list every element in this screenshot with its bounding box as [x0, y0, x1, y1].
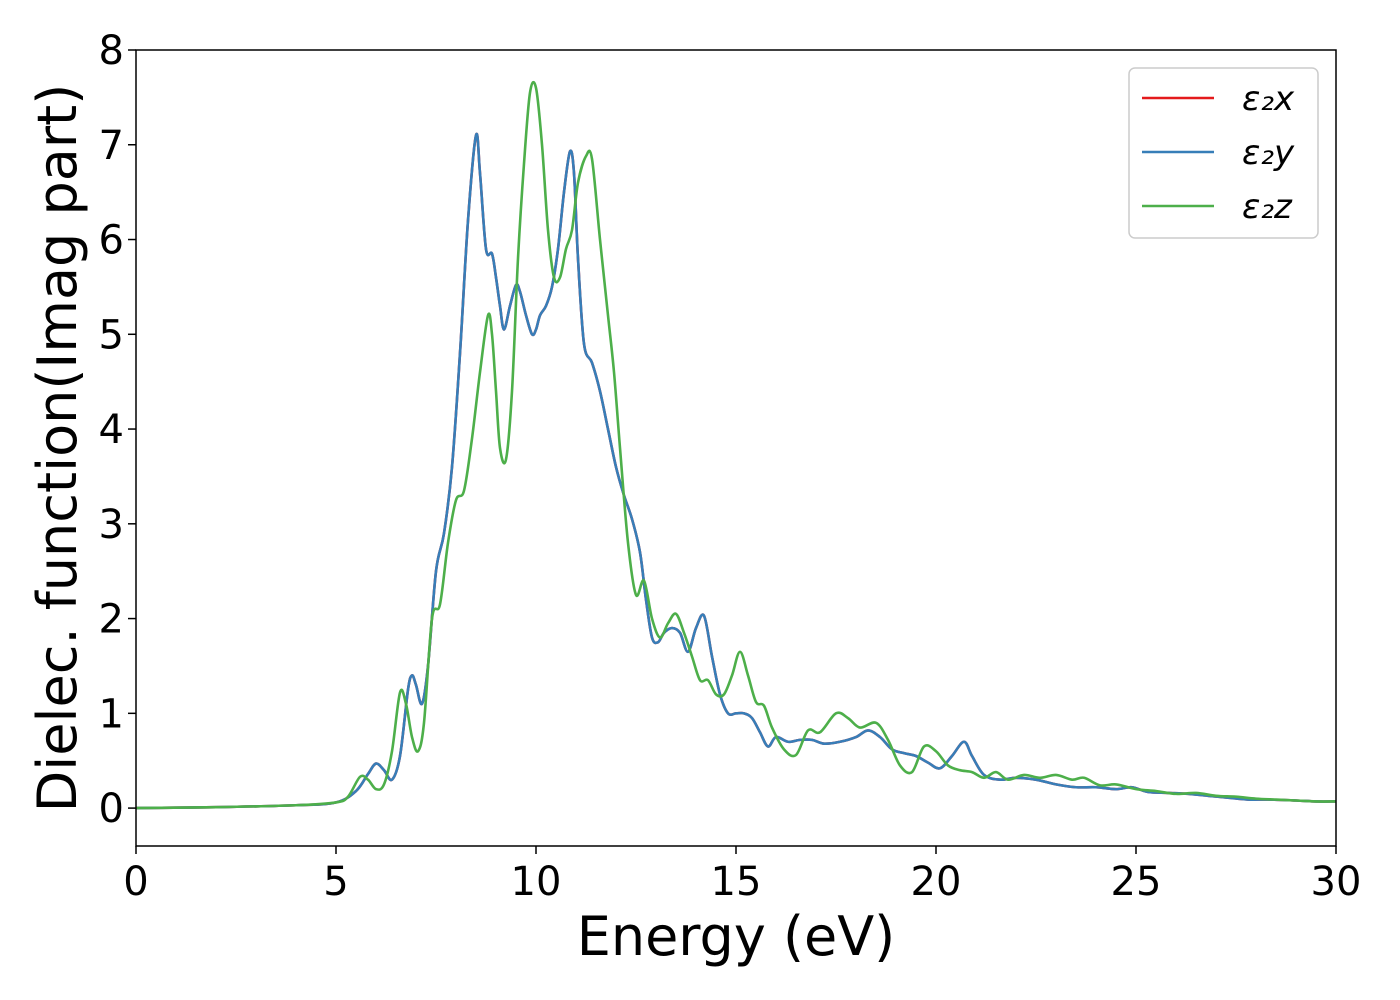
legend-label-2: ε₂y	[1242, 133, 1295, 173]
x-tick-label: 0	[123, 859, 148, 905]
y-tick-label: 8	[99, 28, 124, 74]
legend: ε₂x ε₂y ε₂z	[1128, 67, 1319, 239]
x-axis-title: Energy (eV)	[577, 905, 896, 968]
x-tick-label: 20	[911, 859, 962, 905]
y-tick-label: 1	[99, 691, 124, 737]
y-axis-title: Dielec. function(Imag part)	[26, 84, 89, 813]
series-line-2	[135, 132, 1337, 810]
y-tick-label: 0	[99, 786, 124, 832]
x-axis-ticks: 0 5 10 15 20 25 30	[123, 846, 1361, 905]
y-axis-ticks: 0 1 2 3 4 5 6 7 8	[99, 28, 136, 832]
legend-box	[1128, 67, 1319, 239]
y-tick-label: 5	[99, 312, 124, 358]
x-tick-label: 15	[711, 859, 762, 905]
series-line-3	[135, 80, 1337, 810]
x-tick-label: 10	[511, 859, 562, 905]
x-tick-label: 5	[323, 859, 348, 905]
x-tick-label: 30	[1311, 859, 1362, 905]
series-layer	[135, 80, 1337, 810]
x-tick-label: 25	[1111, 859, 1162, 905]
y-tick-label: 3	[99, 502, 124, 548]
legend-label-1: ε₂x	[1242, 79, 1295, 119]
y-tick-label: 6	[99, 218, 124, 264]
y-tick-label: 4	[99, 407, 124, 453]
legend-label-3: ε₂z	[1242, 187, 1293, 227]
y-tick-label: 2	[99, 597, 124, 643]
y-tick-label: 7	[99, 123, 124, 169]
